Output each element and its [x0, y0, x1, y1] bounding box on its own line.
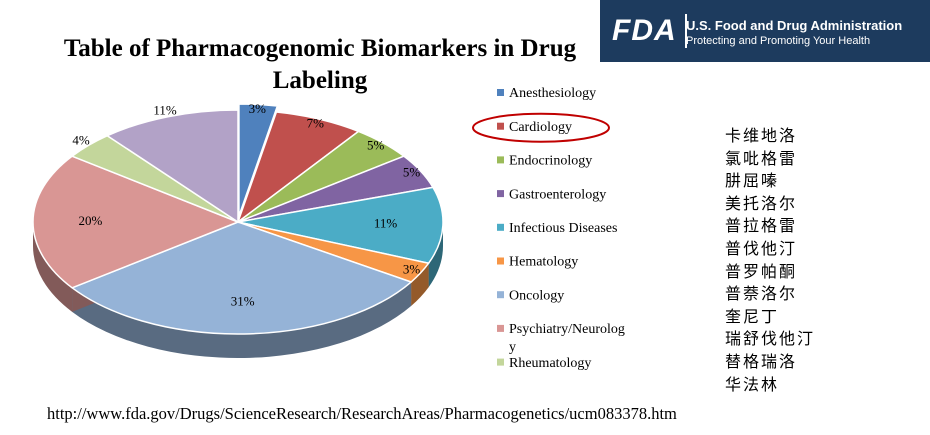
legend-label: Oncology — [509, 288, 564, 303]
legend-swatch — [497, 358, 504, 366]
legend-label: Gastroenterology — [509, 187, 606, 202]
data-label: 3% — [249, 101, 267, 116]
drug-name: 奎尼丁 — [725, 308, 780, 326]
data-label: 31% — [231, 294, 255, 309]
slice — [105, 109, 239, 224]
slice-side — [33, 222, 73, 312]
data-label: 4% — [72, 132, 90, 147]
header-title: U.S. Food and Drug Administration — [686, 18, 903, 33]
data-label: 11% — [153, 102, 177, 117]
legend-label: Endocrinology — [509, 154, 592, 169]
slice-side — [428, 222, 443, 288]
data-label: 3% — [403, 261, 421, 276]
data-label: 5% — [403, 165, 421, 180]
legend-swatch — [497, 89, 504, 96]
legend-label: Rheumatology — [509, 356, 591, 371]
slice — [238, 103, 279, 217]
drug-name: 普罗帕酮 — [725, 263, 798, 281]
data-label: 7% — [307, 115, 325, 130]
fda-header: FDA U.S. Food and Drug Administration Pr… — [600, 0, 930, 62]
source-url: http://www.fda.gov/Drugs/ScienceResearch… — [47, 404, 677, 423]
legend-label: Infectious Diseases — [509, 221, 617, 236]
header-tagline: Protecting and Promoting Your Health — [686, 35, 871, 47]
legend-swatch — [497, 190, 504, 198]
legend-swatch — [497, 291, 504, 299]
slice — [32, 155, 241, 289]
slice — [237, 186, 444, 265]
fda-logo: FDA — [612, 14, 687, 48]
drug-name: 普拉格雷 — [725, 218, 798, 236]
drug-name: 华法林 — [725, 376, 780, 394]
drug-name: 美托洛尔 — [725, 195, 798, 213]
slice-side — [72, 282, 412, 359]
drug-name: 替格瑞洛 — [725, 353, 798, 371]
highlight-ring — [472, 112, 610, 143]
drug-name: 普伐他汀 — [725, 240, 798, 258]
legend-label: Cardiology — [509, 120, 572, 135]
legend-swatch — [497, 324, 504, 332]
slice — [70, 221, 413, 335]
data-label: 11% — [374, 216, 398, 231]
drug-name: 卡维地洛 — [725, 128, 798, 145]
drug-name: 肼屈嗪 — [725, 173, 780, 191]
drug-name: 氯吡格雷 — [725, 150, 798, 168]
legend-label: Psychiatry/Neurolog y — [509, 322, 625, 355]
legend-swatch — [497, 223, 504, 231]
legend-swatch — [497, 257, 504, 265]
drug-list: 卡维地洛氯吡格雷肼屈嗪美托洛尔普拉格雷普伐他汀普罗帕酮普萘洛尔奎尼丁瑞舒伐他汀替… — [725, 126, 815, 397]
drug-name: 瑞舒伐他汀 — [725, 331, 816, 349]
drug-name: 普萘洛尔 — [725, 286, 798, 304]
legend-swatch — [497, 156, 504, 164]
legend-swatch — [497, 122, 504, 130]
data-label: 5% — [367, 138, 385, 153]
data-label: 20% — [78, 213, 102, 228]
chart-title: Table of Pharmacogenomic Biomarkers in D… — [63, 35, 577, 94]
legend-label: Hematology — [509, 255, 578, 270]
legend-label: Anesthesiology — [509, 86, 596, 101]
